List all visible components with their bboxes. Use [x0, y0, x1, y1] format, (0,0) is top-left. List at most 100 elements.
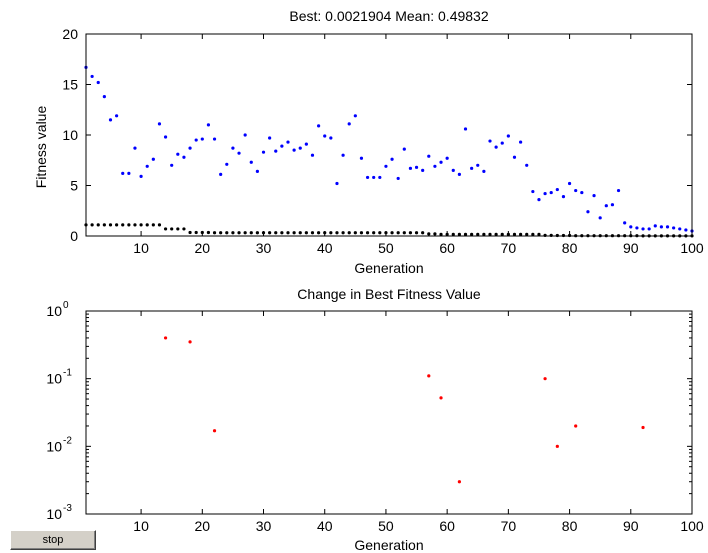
best-fitness-point: [163, 227, 168, 231]
best-fitness-point: [543, 233, 547, 237]
mean-fitness-point: [616, 188, 621, 193]
mean-fitness-point: [598, 216, 602, 220]
mean-fitness-point: [537, 198, 541, 202]
best-fitness-point: [439, 232, 443, 236]
change-point: [543, 377, 547, 381]
best-fitness-point: [292, 231, 296, 235]
mean-fitness-point: [408, 166, 413, 170]
mean-fitness-point: [90, 74, 94, 79]
fitness-plot-xtick-label: 30: [256, 240, 272, 256]
mean-fitness-point: [512, 155, 517, 159]
mean-fitness-point: [323, 134, 327, 138]
best-fitness-point: [402, 231, 406, 235]
best-fitness-point: [188, 230, 192, 235]
best-fitness-point: [378, 231, 382, 235]
change-plot-ytick-label: 10: [46, 303, 62, 319]
mean-fitness-point: [672, 226, 676, 230]
best-fitness-point: [139, 223, 143, 227]
fitness-plot-xtick-label: 10: [133, 240, 149, 256]
best-fitness-point: [494, 232, 498, 236]
mean-fitness-point: [635, 226, 639, 230]
best-fitness-point: [531, 232, 535, 236]
mean-fitness-point: [280, 144, 284, 148]
change-plot-ytick-exponent: 0: [63, 300, 69, 311]
mean-fitness-point: [629, 225, 633, 229]
best-fitness-point: [519, 232, 523, 236]
best-fitness-point: [286, 231, 290, 235]
mean-fitness-point: [506, 134, 510, 138]
change-plot-xtick-label: 100: [680, 518, 704, 534]
change-plot-xtick-label: 60: [439, 518, 455, 534]
mean-fitness-point: [439, 160, 443, 164]
mean-fitness-point: [145, 164, 149, 168]
best-fitness-point: [512, 232, 517, 236]
fitness-plot-ytick-label: 10: [62, 127, 78, 143]
best-fitness-point: [359, 231, 364, 235]
mean-fitness-point: [96, 80, 100, 85]
best-fitness-point: [90, 223, 94, 227]
best-fitness-point: [182, 227, 186, 231]
change-plot-title: Change in Best Fitness Value: [297, 286, 481, 302]
best-fitness-point: [121, 223, 125, 227]
mean-fitness-point: [604, 204, 608, 208]
change-point: [212, 429, 217, 433]
best-fitness-point: [384, 231, 388, 235]
mean-fitness-point: [170, 163, 174, 167]
mean-fitness-point: [653, 224, 657, 228]
best-fitness-point: [421, 231, 425, 235]
best-fitness-point: [280, 231, 284, 235]
change-plot-ytick-label: 10: [46, 371, 62, 387]
best-fitness-point: [488, 232, 492, 236]
mean-fitness-point: [574, 188, 578, 193]
mean-fitness-point: [610, 203, 615, 207]
fitness-plot-ytick-label: 15: [62, 77, 78, 93]
mean-fitness-point: [157, 122, 162, 126]
best-fitness-point: [463, 232, 468, 236]
best-fitness-point: [445, 232, 449, 236]
fitness-plot-xtick-label: 50: [378, 240, 394, 256]
mean-fitness-point: [127, 171, 131, 175]
change-point: [457, 480, 461, 484]
change-plot-xtick-label: 30: [256, 518, 272, 534]
mean-fitness-point: [359, 156, 364, 160]
best-fitness-point: [127, 223, 131, 227]
best-fitness-point: [457, 232, 461, 236]
best-fitness-point: [145, 223, 149, 227]
best-fitness-point: [102, 223, 106, 227]
mean-fitness-point: [365, 175, 370, 180]
mean-fitness-point: [555, 187, 559, 192]
mean-fitness-point: [182, 155, 186, 159]
mean-fitness-point: [476, 163, 480, 167]
mean-fitness-point: [378, 175, 382, 180]
mean-fitness-point: [543, 191, 547, 196]
mean-fitness-point: [525, 163, 529, 167]
fitness-plot-xtick-label: 100: [680, 240, 704, 256]
fitness-plot-axes-box: [85, 33, 693, 237]
mean-fitness-point: [427, 154, 431, 158]
fitness-plot-ytick-label: 20: [62, 26, 78, 42]
change-point: [439, 396, 443, 400]
best-fitness-point: [549, 233, 553, 237]
mean-fitness-point: [268, 136, 272, 140]
mean-fitness-point: [329, 136, 333, 140]
best-fitness-point: [133, 223, 137, 227]
change-plot-ytick-exponent: -3: [63, 503, 72, 514]
change-plot-ytick-exponent: -1: [63, 368, 72, 379]
mean-fitness-point: [451, 168, 455, 172]
stop-button[interactable]: stop: [10, 530, 96, 550]
best-fitness-point: [261, 231, 266, 235]
best-fitness-point: [347, 231, 351, 235]
best-fitness-point: [200, 230, 204, 235]
change-plot-xtick-label: 50: [378, 518, 394, 534]
fitness-plot-xtick-label: 40: [317, 240, 333, 256]
mean-fitness-point: [494, 145, 498, 149]
change-point: [641, 425, 645, 430]
best-fitness-point: [212, 231, 217, 235]
mean-fitness-point: [500, 141, 504, 145]
mean-fitness-point: [665, 225, 670, 229]
best-fitness-point: [567, 233, 572, 238]
mean-fitness-point: [463, 127, 468, 131]
best-fitness-point: [157, 223, 162, 227]
mean-fitness-point: [335, 181, 339, 186]
mean-fitness-point: [561, 195, 566, 199]
